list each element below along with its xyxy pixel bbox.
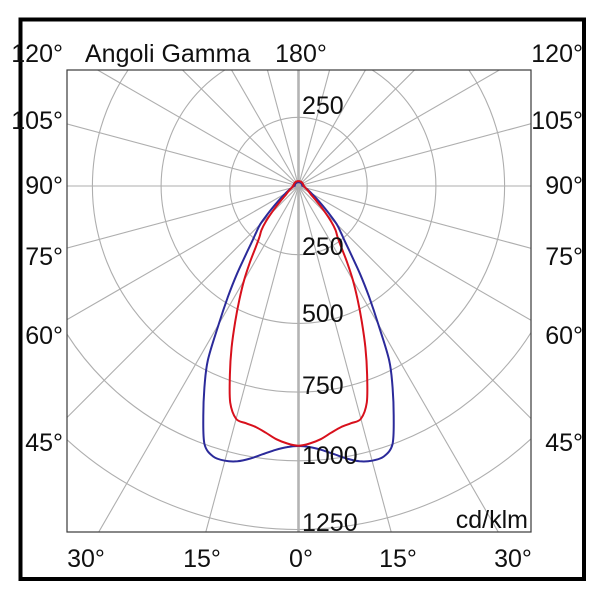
ring-label-1250: 1250 [302, 509, 358, 537]
ring-label-1000: 1000 [302, 442, 358, 470]
intensity-ring-1250 [67, 437, 531, 530]
gamma-ray-60 [298, 185, 531, 321]
gamma-ray-240 [96, 70, 299, 187]
gamma-ray-45 [298, 185, 531, 420]
gamma-ray-30 [298, 185, 499, 532]
gamma-label-top-left-120: 120° [11, 40, 63, 68]
unit-label: cd/klm [456, 506, 528, 534]
gamma-label-bottom-right-15: 15° [379, 545, 417, 573]
gamma-ray-255 [67, 123, 299, 187]
gamma-ray-210 [230, 70, 299, 187]
gamma-ray-225 [181, 70, 299, 187]
outer-frame [18, 17, 586, 581]
ring-label-750: 750 [302, 372, 344, 400]
gamma-label-bottom-0: 0° [289, 545, 313, 573]
gamma-label-bottom-left-15: 15° [183, 545, 221, 573]
gamma-label-bottom-right-30: 30° [494, 545, 532, 573]
gamma-label-bottom-left-30: 30° [67, 545, 105, 573]
gamma-label-left-60: 60° [25, 322, 63, 350]
gamma-ray-75 [298, 185, 531, 249]
intensity-ring-500 [160, 70, 437, 324]
gamma-ray-300 [67, 185, 299, 321]
gamma-label-top-right-120: 120° [531, 40, 583, 68]
gamma-ray-105 [298, 123, 531, 187]
ring-label-500: 500 [302, 300, 344, 328]
intensity-ring-750 [91, 70, 506, 393]
gamma-label-left-75: 75° [25, 243, 63, 271]
gamma-ray-120 [298, 70, 501, 187]
gamma-label-right-75: 75° [545, 243, 583, 271]
gamma-ray-15 [297, 185, 392, 532]
gamma-label-left-105: 105° [11, 107, 63, 135]
intensity-ring-1000 [67, 331, 531, 462]
gamma-ray-165 [297, 70, 331, 187]
gamma-label-top-180: 180° [275, 40, 327, 68]
plot-border [66, 69, 532, 533]
gamma-label-left-90: 90° [25, 172, 63, 200]
gamma-ray-150 [298, 70, 367, 187]
chart-title: Angoli Gamma [85, 40, 250, 68]
gamma-label-right-105: 105° [531, 107, 583, 135]
gamma-ray-330 [98, 185, 299, 532]
gamma-ray-345 [205, 185, 300, 532]
intensity-curves [202, 180, 395, 463]
gamma-ray-315 [67, 185, 299, 419]
curve-red [228, 180, 369, 447]
gamma-label-right-60: 60° [545, 322, 583, 350]
gamma-ray-195 [266, 70, 300, 187]
gamma-ray-285 [67, 185, 299, 249]
gamma-label-right-90: 90° [545, 172, 583, 200]
intensity-ring-250 [229, 116, 368, 256]
gamma-ray-135 [298, 70, 416, 187]
gamma-label-left-45: 45° [25, 429, 63, 457]
ring-label-250-upper: 250 [302, 92, 344, 120]
gamma-label-right-45: 45° [545, 429, 583, 457]
ring-label-250: 250 [302, 233, 344, 261]
